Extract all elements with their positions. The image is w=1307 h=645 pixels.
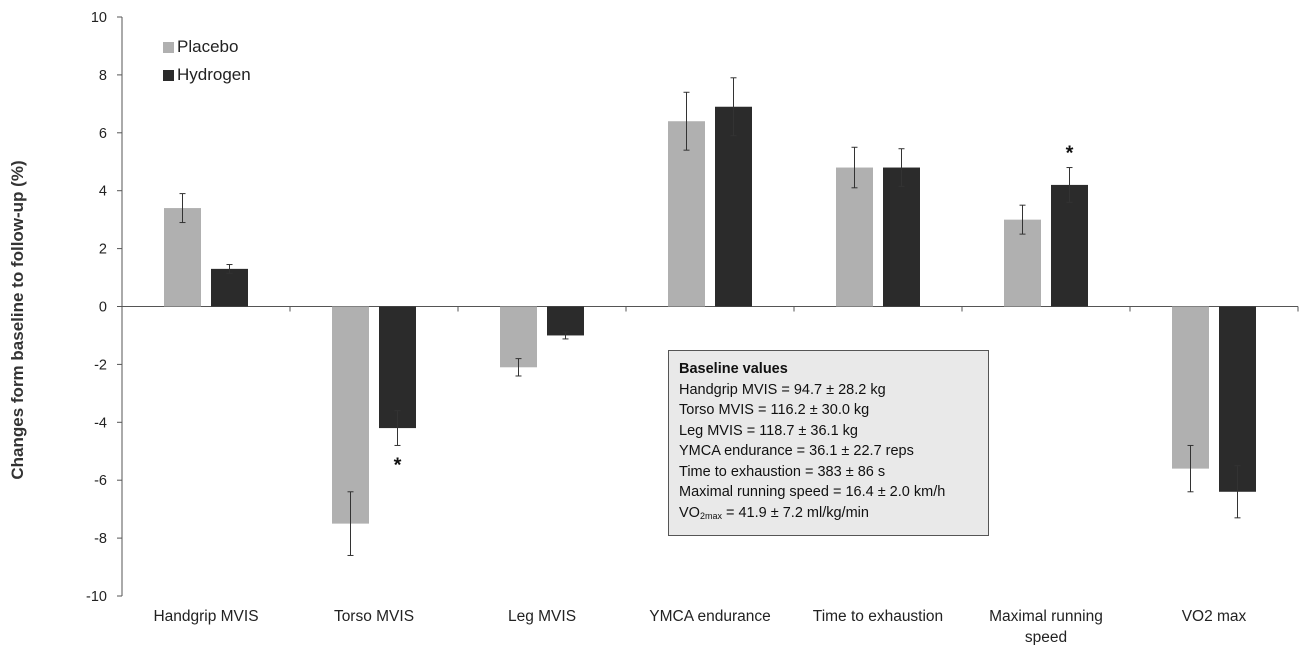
y-tick-label: 8 <box>99 68 107 84</box>
info-box-title: Baseline values <box>679 361 788 377</box>
bar-hydrogen <box>211 268 248 307</box>
info-box-line: YMCA endurance = 36.1 ± 22.7 reps <box>679 443 914 459</box>
legend-label-placebo: Placebo <box>177 37 239 56</box>
bar-placebo <box>500 306 537 368</box>
vo2-subscript: 2max <box>699 510 722 521</box>
legend-item-placebo: Placebo <box>163 37 238 57</box>
x-tick-label: Handgrip MVIS <box>153 608 258 625</box>
info-box-line: Torso MVIS = 116.2 ± 30.0 kg <box>679 402 870 418</box>
info-box-line: Maximal running speed = 16.4 ± 2.0 km/h <box>679 484 946 500</box>
info-box-line: Handgrip MVIS = 94.7 ± 28.2 kg <box>679 381 886 398</box>
significance-marker: * <box>394 454 402 476</box>
bar-placebo <box>836 167 873 307</box>
x-tick-label: Time to exhaustion <box>813 608 943 625</box>
y-axis-label: Changes form baseline to follow-up (%) <box>8 160 27 480</box>
bar-hydrogen <box>715 106 752 307</box>
bar-hydrogen <box>883 167 920 307</box>
bar-hydrogen <box>1219 306 1256 492</box>
y-tick-label: 10 <box>91 10 107 26</box>
bar-placebo <box>332 306 369 524</box>
y-tick-label: 6 <box>99 126 107 142</box>
y-tick-label: -10 <box>86 589 107 605</box>
legend-label-hydrogen: Hydrogen <box>177 65 251 84</box>
y-tick-label: -6 <box>94 473 107 489</box>
legend-swatch-hydrogen <box>163 69 174 81</box>
y-tick-label: 4 <box>99 184 107 200</box>
x-tick-label: speed <box>1025 629 1067 645</box>
y-tick-label: 2 <box>99 242 107 258</box>
info-box-line: Time to exhaustion = 383 ± 86 s <box>679 463 886 480</box>
bar-placebo <box>668 121 705 307</box>
y-tick-label: -8 <box>94 531 107 547</box>
x-tick-label: VO2 max <box>1182 608 1247 625</box>
info-box-line: Leg MVIS = 118.7 ± 36.1 kg <box>679 422 858 439</box>
bar-placebo <box>1172 306 1209 469</box>
vo2-value: = 41.9 ± 7.2 ml/kg/min <box>721 504 869 521</box>
baseline-values-box: Baseline values Handgrip MVIS = 94.7 ± 2… <box>668 350 989 536</box>
vo2-prefix: VO <box>679 504 700 521</box>
bar-hydrogen <box>379 306 416 429</box>
y-tick-label: -2 <box>94 357 107 373</box>
bar-placebo <box>164 208 201 307</box>
bar-hydrogen <box>1051 184 1088 307</box>
legend-swatch-placebo <box>163 41 174 53</box>
x-tick-label: Torso MVIS <box>334 608 414 625</box>
legend-item-hydrogen: Hydrogen <box>163 65 251 85</box>
info-box-line-vo2: VO2max = 41.9 ± 7.2 ml/kg/min <box>679 503 978 524</box>
significance-marker: * <box>1066 143 1074 165</box>
y-tick-label: -4 <box>94 415 107 431</box>
y-tick-label: 0 <box>99 300 107 316</box>
x-tick-label: YMCA endurance <box>649 608 771 625</box>
x-tick-label: Leg MVIS <box>508 608 576 625</box>
bar-hydrogen <box>547 306 584 336</box>
x-tick-label: Maximal running <box>989 608 1103 625</box>
